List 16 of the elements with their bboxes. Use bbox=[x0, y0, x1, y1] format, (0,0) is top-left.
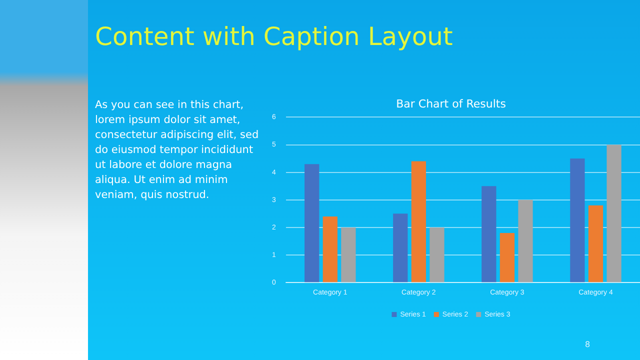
bar bbox=[482, 186, 496, 282]
text: Content with Caption Layout bbox=[95, 22, 453, 51]
bar bbox=[393, 214, 408, 282]
bar bbox=[411, 161, 426, 282]
chart-title: Bar Chart of Results bbox=[396, 97, 506, 110]
text: As you can see in this chart, lorem ipsum dolor sit amet, consectetur adipiscing elit, sed do eiusmod tempor incididunt ut labore et dolore magna aliqua. Ut enim ad minim veniam, quis nostrud. bbox=[95, 98, 260, 203]
text: 8 bbox=[585, 340, 590, 349]
bar bbox=[341, 227, 356, 282]
bar bbox=[606, 144, 622, 282]
bar bbox=[500, 232, 515, 282]
bar bbox=[430, 227, 444, 282]
bar bbox=[570, 158, 585, 282]
bar bbox=[304, 164, 320, 282]
bar bbox=[322, 216, 338, 282]
bar bbox=[518, 200, 533, 282]
bar bbox=[588, 205, 604, 282]
